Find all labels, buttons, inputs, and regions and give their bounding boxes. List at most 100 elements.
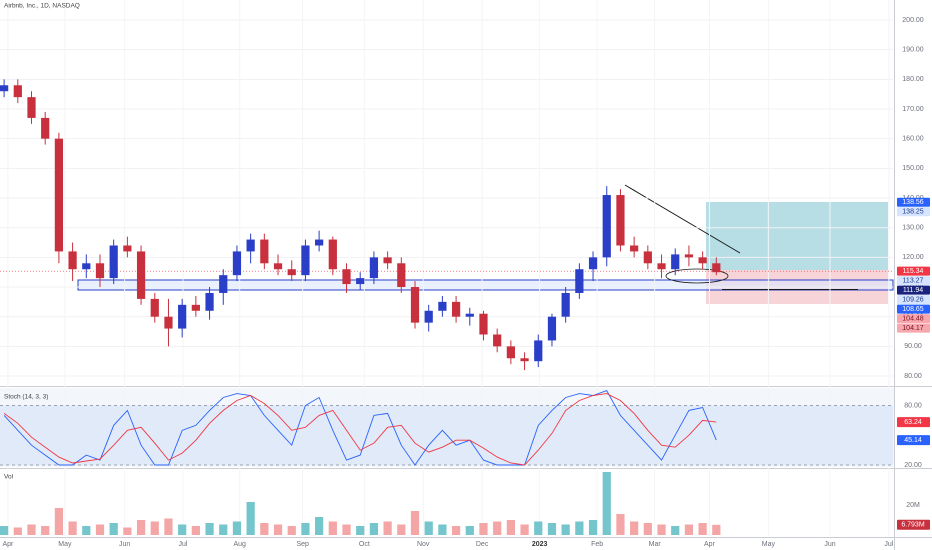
volume-bar [493,521,502,535]
volume-bar [301,523,310,535]
volume-bar [328,521,337,535]
candle-body [315,239,324,246]
volume-bar [109,523,118,535]
candle-body [27,97,36,118]
volume-bar [424,521,433,535]
x-tick-label: Jul [884,541,893,548]
volume-bar [397,524,406,535]
stoch-value-box [897,435,930,446]
volume-bar [191,526,200,535]
candle-body [520,358,529,362]
stoch-line [3,393,717,466]
price-label: 104.48 [902,316,924,323]
volume-bar [602,472,611,535]
stoch-tick-label: 20.00 [904,462,922,469]
x-tick-label: May [762,541,776,548]
candle-body [630,245,639,252]
volume-bar [82,526,91,535]
volume-bar [273,524,283,535]
highlight-ellipse [665,268,729,284]
volume-bar [547,523,557,535]
volume-bar [616,514,625,535]
volume-bar [356,526,365,535]
candle-body [41,117,50,139]
x-tick-label: Sep [296,541,309,548]
volume-bar [315,517,324,535]
volume-bar [657,524,666,535]
volume-bar [643,523,652,535]
candle-body [643,251,652,264]
price-label-box [897,323,930,333]
volume-bar [123,527,132,535]
y-tick-label: 170.00 [902,106,924,113]
price-label: 138.56 [902,199,924,206]
candle-body [68,251,77,270]
volume-bar [41,526,50,535]
price-label-box [897,207,930,217]
volume-bar [698,523,707,535]
volume-bar [383,521,392,535]
candle-body [451,301,461,317]
price-label: 113.27 [903,278,924,285]
candle-body [561,292,570,317]
volume-bar [520,524,529,535]
volume-bar [246,502,255,535]
x-tick-label: Apr [2,541,14,548]
volume-bar [54,508,64,535]
stoch-value-box [897,417,930,428]
candle-body [301,245,310,276]
price-label: 115.34 [903,268,924,275]
candle-body [109,245,118,279]
candle-body [506,346,515,359]
y-tick-label: 160.00 [902,136,924,143]
volume-bar [410,511,420,535]
candle-body [397,263,406,288]
y-tick-label: 90.00 [904,343,922,350]
x-tick-label: Apr [704,541,716,548]
stoch-line [3,390,717,466]
candle-body [328,239,337,270]
candle-body [712,263,721,273]
y-tick-label: 180.00 [902,76,924,83]
candle-body [547,316,557,341]
volume-bar [232,521,242,535]
candle-body [465,313,474,317]
candle-body [13,85,22,98]
stoch-value-label: 45.14 [904,437,922,444]
price-label-box [897,276,930,286]
volume-bar [178,524,187,535]
candle-body [424,310,433,323]
volume-bar [260,523,269,535]
price-label: 138.25 [902,209,924,216]
candle-body [698,257,707,264]
volume-bar [205,523,214,535]
x-tick-label: May [58,541,72,548]
volume-bar [465,526,474,535]
support-zone [77,279,894,291]
volume-bar [219,524,228,535]
volume-tick-label: 20M [906,502,920,509]
x-tick-label: Aug [233,541,246,548]
chart-title: Airbnb, Inc., 1D, NASDAQ [4,3,80,10]
volume-bar [27,524,36,535]
candle-body [588,257,598,270]
x-tick-label: Nov [417,541,430,548]
candle-body [0,85,9,92]
volume-bar [630,521,639,535]
candle-body [493,334,502,347]
candle-body [136,251,146,299]
x-tick-label: Feb [591,541,603,548]
volume-bar [68,521,77,535]
x-tick-label: Jun [824,541,835,548]
x-tick-label: Dec [476,541,489,548]
candle-body [657,263,666,270]
volume-bar [13,527,22,535]
volume-bar [0,526,9,535]
candle-body [671,254,680,270]
volume-bar [438,524,447,535]
candle-body [260,239,269,264]
y-tick-label: 130.00 [902,225,924,232]
volume-bar [451,526,461,535]
volume-bar [287,526,296,535]
volume-bar [506,520,515,535]
